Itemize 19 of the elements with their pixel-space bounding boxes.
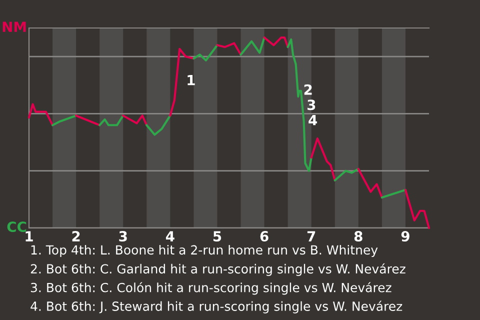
x-tick-label: 2: [72, 231, 80, 242]
x-tick-label: 8: [354, 231, 362, 242]
text: 4. Bot 6th: J. Steward hit a run-scoring single vs W. Nevárez: [30, 300, 402, 314]
annotation: 4: [308, 115, 318, 126]
annotation: 1: [188, 75, 195, 86]
annotation: 2: [304, 84, 312, 95]
x-tick-label: 9: [401, 231, 410, 242]
x-tick-label: 4: [166, 231, 174, 242]
text: 1. Top 4th: L. Boone hit a 2-run home run vs B. Whitney: [31, 244, 378, 258]
text: NM: [2, 22, 26, 32]
x-tick-label: 7: [307, 231, 316, 242]
text: 2. Bot 6th: C. Garland hit a run-scoring single vs W. Nevárez: [30, 263, 406, 276]
text: 3. Bot 6th: C. Colón hit a run-scoring single vs W. Nevárez: [30, 282, 392, 295]
x-tick-label: 3: [119, 231, 127, 242]
annotation: 3: [308, 100, 316, 110]
x-tick-label: 1: [26, 231, 33, 242]
x-tick-label: 5: [213, 231, 222, 242]
x-tick-label: 6: [260, 231, 268, 242]
text: CC: [7, 222, 26, 232]
